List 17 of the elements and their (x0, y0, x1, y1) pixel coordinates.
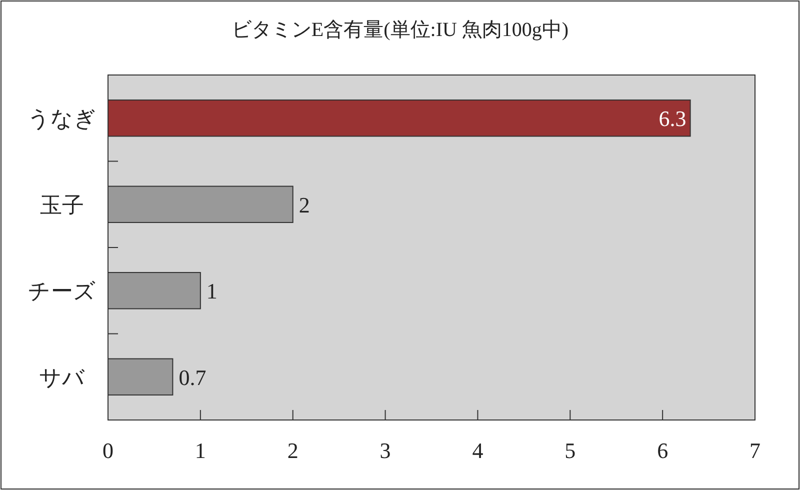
x-tick-label: 4 (472, 438, 484, 463)
x-tick-label: 6 (657, 438, 668, 463)
chart-title: ビタミンE含有量(単位:IU 魚肉100g中) (231, 19, 569, 41)
x-tick-label: 2 (287, 438, 298, 463)
x-tick-label: 3 (380, 438, 391, 463)
y-tick-label: うなぎ (28, 106, 96, 132)
data-label: 6.3 (658, 106, 686, 132)
x-tick-label: 0 (102, 438, 114, 463)
x-tick-label: 1 (194, 438, 206, 463)
x-tick-label: 7 (750, 438, 760, 463)
y-tick-label: サバ (39, 364, 85, 390)
data-label: 0.7 (178, 364, 206, 390)
x-tick-label: 5 (564, 438, 576, 463)
data-label: 2 (298, 192, 310, 218)
y-tick-label: 玉子 (40, 192, 84, 218)
y-tick-label: チーズ (28, 278, 96, 304)
data-label: 1 (206, 278, 218, 304)
